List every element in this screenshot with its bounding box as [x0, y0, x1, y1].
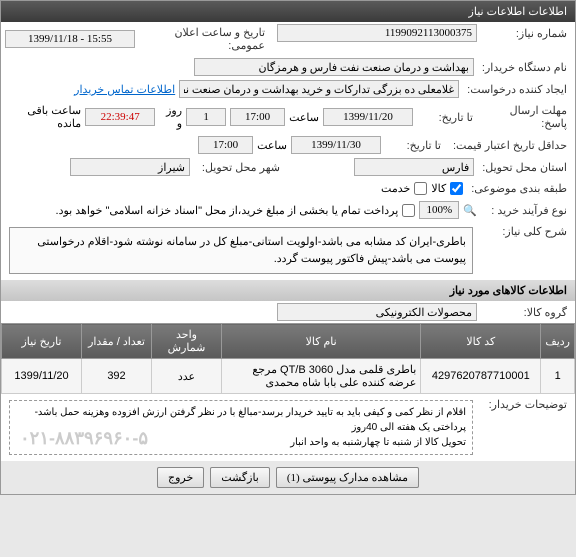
buyer-field [194, 58, 474, 76]
province-label: استان محل تحویل: [478, 159, 571, 176]
th-qty: تعداد / مقدار [82, 324, 152, 359]
group-label: گروه کالا: [481, 304, 571, 321]
th-code: کد کالا [421, 324, 541, 359]
validity-label: حداقل تاریخ اعتبار قیمت: [449, 137, 571, 154]
buyer-notes-row: توضیحات خریدار: اقلام از نظر کمی و کیفی … [1, 394, 575, 461]
announce-label: تاریخ و ساعت اعلان عمومی: [139, 24, 269, 54]
goods-checkbox[interactable] [450, 182, 463, 195]
countdown [85, 108, 155, 126]
td-index: 1 [541, 359, 575, 394]
td-unit: عدد [152, 359, 222, 394]
req-no-label: شماره نیاز: [481, 25, 571, 42]
creator-field [179, 80, 459, 98]
table-header-row: ردیف کد کالا نام کالا واحد شمارش تعداد /… [2, 324, 575, 359]
th-date: تاریخ نیاز [2, 324, 82, 359]
general-desc: باطری-ایران کد مشابه می باشد-اولویت استا… [9, 227, 473, 274]
panel-title: اطلاعات اطلاعات نیاز [1, 1, 575, 22]
purchase-checkbox[interactable] [402, 204, 415, 217]
city-field [70, 158, 190, 176]
purchase-type-label: نوع فرآیند خرید : [481, 202, 571, 219]
general-label: شرح کلی نیاز: [481, 223, 571, 240]
table-row[interactable]: 1 4297620787710001 باطری قلمی مدل QT/B 3… [2, 359, 575, 394]
items-section-header: اطلاعات کالاهای مورد نیاز [1, 280, 575, 301]
goods-check-label: کالا [431, 182, 446, 195]
th-index: ردیف [541, 324, 575, 359]
td-code: 4297620787710001 [421, 359, 541, 394]
validity-date [291, 136, 381, 154]
group-field [277, 303, 477, 321]
group-row: گروه کالا: [1, 301, 575, 323]
days-value [186, 108, 226, 126]
button-bar: مشاهده مدارک پیوستی (1) بازگشت خروج [1, 461, 575, 494]
deadline-time [230, 108, 285, 126]
validity-until-label: تا تاریخ: [385, 137, 445, 154]
validity-row: حداقل تاریخ اعتبار قیمت: تا تاریخ: ساعت [1, 134, 575, 156]
main-panel: اطلاعات اطلاعات نیاز شماره نیاز: تاریخ و… [0, 0, 576, 495]
budget-row: طبقه بندی موضوعی: کالا خدمت [1, 178, 575, 199]
deadline-label: مهلت ارسال پاسخ: [481, 102, 571, 132]
service-check-label: خدمت [381, 182, 410, 195]
time-word-2: ساعت [257, 139, 287, 152]
back-button[interactable]: بازگشت [210, 467, 270, 488]
zoom-field [419, 201, 459, 219]
location-row: استان محل تحویل: شهر محل تحویل: [1, 156, 575, 178]
zoom-icon: 🔍 [463, 204, 477, 217]
time-word-1: ساعت [289, 111, 319, 124]
service-checkbox[interactable] [414, 182, 427, 195]
province-field [354, 158, 474, 176]
announce-field [5, 30, 135, 48]
general-desc-row: شرح کلی نیاز: باطری-ایران کد مشابه می با… [1, 221, 575, 280]
creator-label: ایجاد کننده درخواست: [463, 81, 571, 98]
info-row-1: شماره نیاز: تاریخ و ساعت اعلان عمومی: [1, 22, 575, 56]
phone-watermark: ۰۲۱-۸۸۳۹۶۹۶۰-۵ [20, 425, 148, 452]
items-table: ردیف کد کالا نام کالا واحد شمارش تعداد /… [1, 323, 575, 394]
buyer-row: نام دستگاه خریدار: [1, 56, 575, 78]
td-qty: 392 [82, 359, 152, 394]
city-label: شهر محل تحویل: [194, 159, 284, 176]
buyer-notes-label: توضیحات خریدار: [481, 396, 571, 413]
remaining-label: ساعت باقی مانده [5, 104, 81, 130]
deadline-row: مهلت ارسال پاسخ: تا تاریخ: ساعت روز و سا… [1, 100, 575, 134]
buyer-notes-text: اقلام از نظر کمی و کیفی باید به تایید خر… [9, 400, 473, 455]
th-name: نام کالا [222, 324, 421, 359]
contact-link[interactable]: اطلاعات تماس خریدار [74, 83, 175, 96]
budget-label: طبقه بندی موضوعی: [467, 180, 571, 197]
th-unit: واحد شمارش [152, 324, 222, 359]
buyer-label: نام دستگاه خریدار: [478, 59, 571, 76]
creator-row: ایجاد کننده درخواست: اطلاعات تماس خریدار [1, 78, 575, 100]
purchase-type-row: نوع فرآیند خرید : 🔍 پرداخت تمام یا بخشی … [1, 199, 575, 221]
deadline-date [323, 108, 413, 126]
td-name: باطری قلمی مدل QT/B 3060 مرجع عرضه کننده… [222, 359, 421, 394]
req-no-field [277, 24, 477, 42]
days-label: روز و [159, 104, 182, 130]
deadline-until-label: تا تاریخ: [417, 109, 477, 126]
validity-time [198, 136, 253, 154]
exit-button[interactable]: خروج [157, 467, 204, 488]
view-attachments-button[interactable]: مشاهده مدارک پیوستی (1) [276, 467, 419, 488]
purchase-note: پرداخت تمام یا بخشی از مبلغ خرید،از محل … [56, 204, 399, 217]
td-date: 1399/11/20 [2, 359, 82, 394]
